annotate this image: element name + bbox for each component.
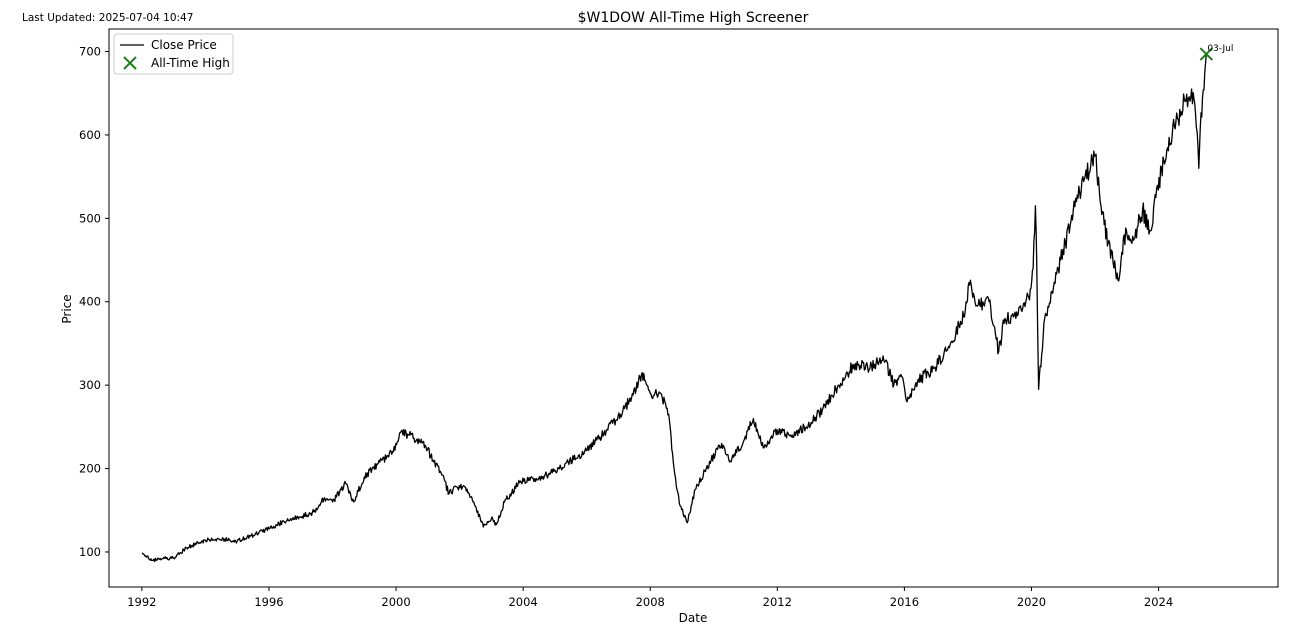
- y-tick-label: 200: [79, 462, 101, 476]
- plot-area: 03-Jul: [141, 44, 1233, 563]
- y-axis-label: Price: [60, 294, 74, 323]
- chart-title: $W1DOW All-Time High Screener: [578, 10, 809, 26]
- last-updated-label: Last Updated: 2025-07-04 10:47: [22, 12, 193, 24]
- axes: 100 200 300 400 500 600 700 1992 1996 2000 2004 200…: [79, 28, 1279, 609]
- x-tick-label: 2016: [890, 595, 919, 609]
- x-tick-label: 2012: [763, 595, 792, 609]
- x-axis-label: Date: [679, 611, 708, 625]
- y-tick-label: 700: [79, 45, 101, 59]
- x-tick-label: 1996: [254, 595, 283, 609]
- marker-stroke: [1199, 47, 1214, 61]
- y-tick-label: 400: [79, 295, 101, 309]
- x-tick-label: 2004: [508, 595, 537, 609]
- ath-date-annotation: 03-Jul: [1207, 44, 1233, 54]
- legend-label-close-price: Close Price: [151, 38, 217, 52]
- legend: Close Price All-Time High: [113, 33, 234, 75]
- x-tick-label: 2024: [1144, 595, 1173, 609]
- x-tick-label: 1992: [127, 595, 156, 609]
- legend-label-all-time-high: All-Time High: [151, 56, 230, 70]
- y-tick-label: 600: [79, 128, 101, 142]
- axes-frame: [108, 28, 1279, 588]
- y-tick-label: 300: [79, 378, 101, 392]
- y-tick-label: 500: [79, 211, 101, 225]
- legend-marker-swatch: [123, 56, 137, 70]
- x-tick-label: 2000: [381, 595, 410, 609]
- x-tick-label: 2008: [636, 595, 665, 609]
- close-price-line: [141, 53, 1207, 563]
- y-tick-label: 100: [79, 545, 101, 559]
- all-time-high-marker: [1199, 47, 1214, 61]
- legend-box: [113, 33, 234, 75]
- x-tick-label: 2020: [1017, 595, 1046, 609]
